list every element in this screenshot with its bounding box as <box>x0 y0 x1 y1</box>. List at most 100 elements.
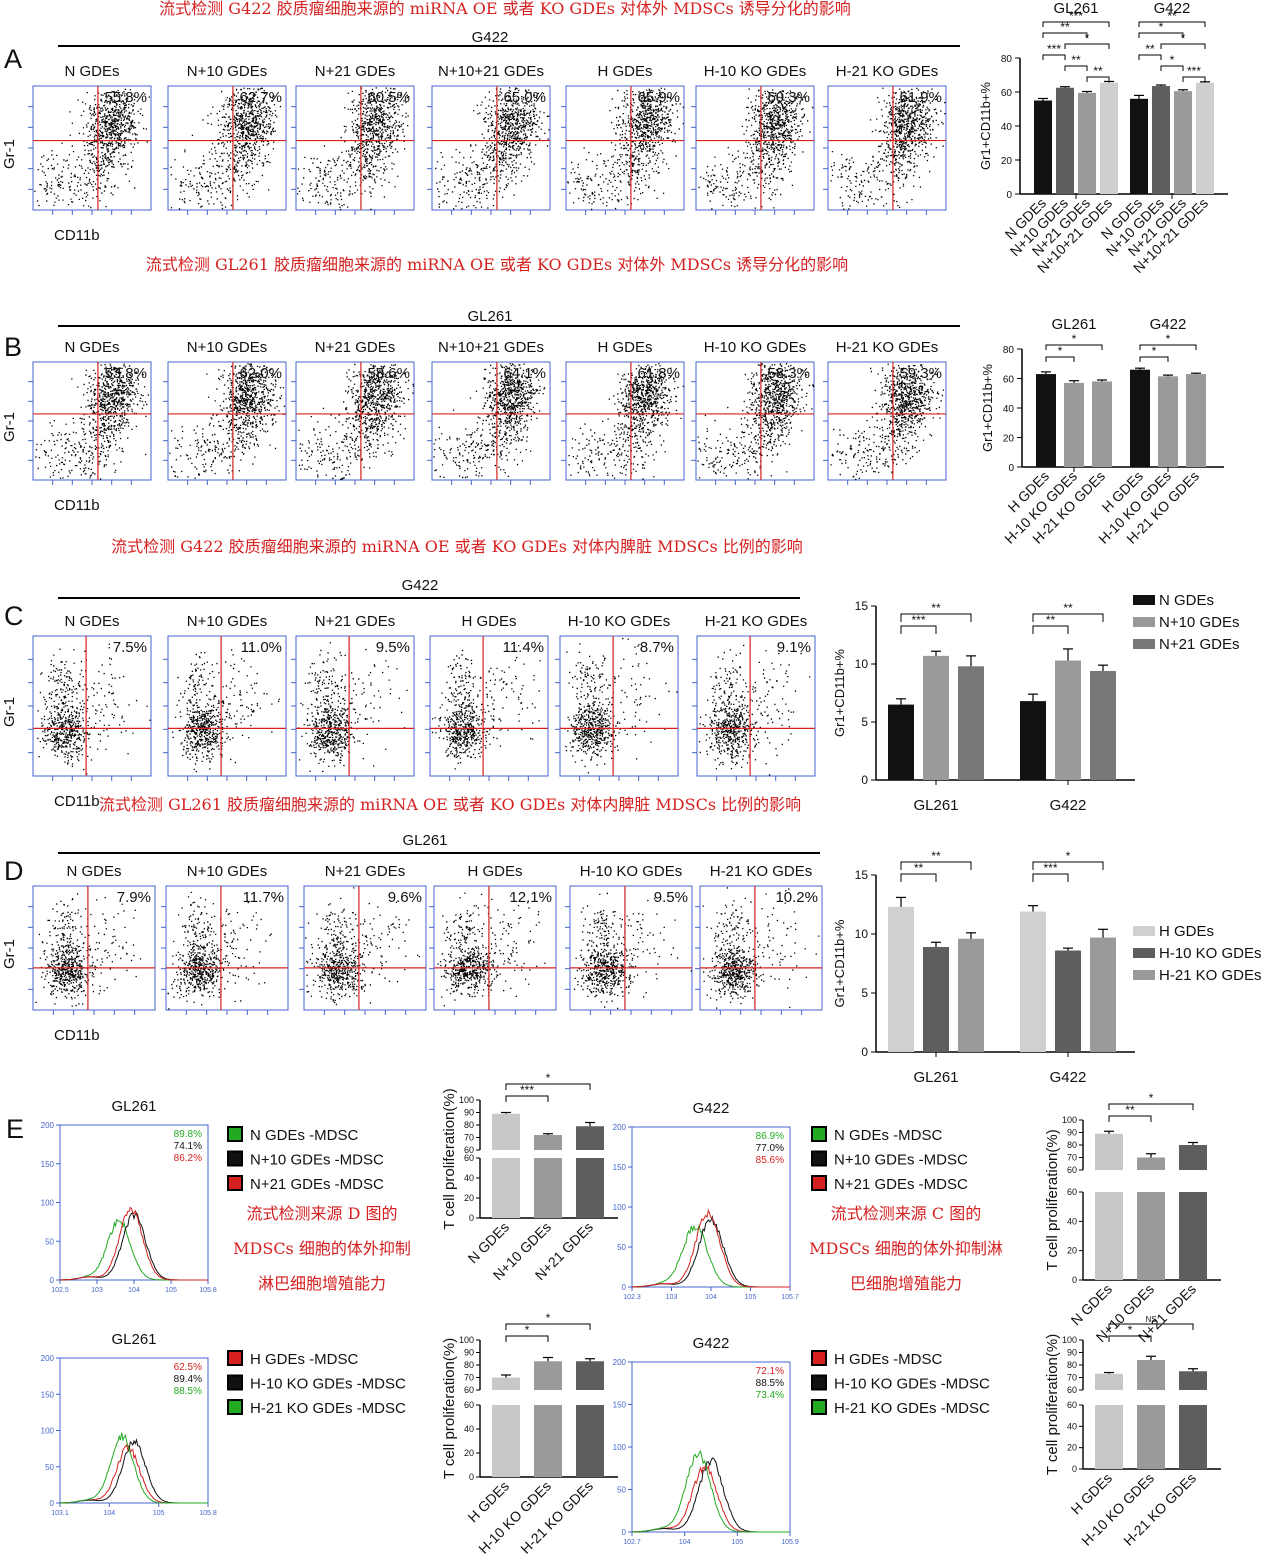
histogram-curve <box>632 1208 790 1288</box>
bar <box>1092 381 1112 467</box>
legend-swatch <box>811 1175 827 1191</box>
x-tick-label: 102.3 <box>623 1294 641 1301</box>
bar <box>1158 376 1178 467</box>
x-tick-label: 105 <box>165 1287 177 1294</box>
y-tick-label: 150 <box>613 1401 627 1410</box>
bar <box>1100 82 1118 194</box>
y-tick-label: 90 <box>1067 1128 1077 1138</box>
dot-scatter <box>298 363 415 480</box>
bar <box>1020 701 1046 780</box>
proliferation-bar-chart-3: 60 70 80 90 100 0 20 40 60 T cell proliferation(%… <box>1044 1315 1221 1549</box>
bracket-line <box>1032 625 1069 634</box>
e-legend-3: H GDEs -MDSC H-10 KO GDEs -MDSC H-21 KO GD… <box>811 1350 990 1417</box>
dot-scatter <box>568 363 684 480</box>
histogram-percent: 88.5% <box>756 1378 784 1389</box>
significance-bracket: ** <box>1138 9 1206 27</box>
dot-scatter <box>830 363 944 481</box>
legend-swatch <box>227 1374 243 1391</box>
y-tick-label: 60 <box>1067 1165 1077 1175</box>
bracket-label: * <box>1149 1091 1154 1105</box>
y-tick-label: 100 <box>459 1335 474 1345</box>
dot-plot-B-6: H-21 KO GDEs 59.3% <box>823 339 947 485</box>
x-tick-label: 105 <box>745 1294 757 1301</box>
y-tick-label: 200 <box>41 1121 55 1130</box>
bracket-line <box>1108 1115 1152 1122</box>
significance-bracket: ** <box>1042 20 1088 38</box>
y-tick-label: 100 <box>41 1199 55 1208</box>
y-axis-label: Gr1+CD11b+% <box>832 919 847 1007</box>
significance-bracket: * <box>505 1311 591 1330</box>
histogram-percent: 74.1% <box>174 1141 202 1152</box>
e-legend-1: N GDEs -MDSC N+10 GDEs -MDSC N+21 GDEs -MD… <box>811 1126 968 1193</box>
dot-scatter <box>433 363 546 479</box>
y-tick-label: 90 <box>1067 1348 1077 1358</box>
y-tick-label: 40 <box>1067 1421 1077 1431</box>
bar-top <box>1095 1373 1123 1390</box>
quadrant-percent: 58.6% <box>367 365 410 382</box>
histogram-percent: 73.4% <box>756 1390 784 1401</box>
significance-bracket: * <box>1045 344 1075 362</box>
y-tick-label: 20 <box>1003 434 1015 445</box>
dot-plot-C-2: N+21 GDEs 9.5% <box>291 613 415 781</box>
category-label: H-21 KO GDEs <box>1120 1470 1199 1549</box>
panel-letter: D <box>4 856 24 886</box>
y-tick-label: 60 <box>464 1153 474 1163</box>
quadrant-percent: 10.2% <box>775 889 818 906</box>
quadrant-percent: 64.1% <box>503 365 546 382</box>
bar-top <box>534 1135 562 1150</box>
significance-bracket: * <box>1160 31 1206 49</box>
y-tick-label: 50 <box>617 1486 626 1495</box>
bracket-line <box>1138 54 1162 60</box>
quadrant-percent: 7.9% <box>117 889 151 906</box>
quadrant-percent: 11.0% <box>241 639 282 656</box>
histogram-percent: 62.5% <box>174 1362 202 1373</box>
bar <box>1036 374 1056 467</box>
y-tick-label: 150 <box>41 1390 55 1399</box>
bar <box>923 655 949 780</box>
y-tick-label: 10 <box>855 927 869 941</box>
bar-bottom <box>1095 1192 1123 1280</box>
bracket-line <box>900 625 937 634</box>
dot-plot-D-3: H GDEs 12.1% <box>429 863 557 1015</box>
y-tick-label: 200 <box>41 1354 55 1363</box>
bar <box>888 906 914 1052</box>
dot-plot-title: N+10 GDEs <box>187 863 267 880</box>
quadrant-percent: 12.1% <box>509 889 552 906</box>
panel-note: 流式检测 G422 胶质瘤细胞来源的 miRNA OE 或者 KO GDEs 对… <box>159 0 851 18</box>
panel-D: 流式检测 GL261 胶质瘤细胞来源的 miRNA OE 或者 KO GDEs … <box>1 795 820 1044</box>
panel-C: 流式检测 G422 胶质瘤细胞来源的 miRNA OE 或者 KO GDEs 对… <box>1 537 803 810</box>
y-tick-label: 0 <box>1008 463 1014 474</box>
y-axis-label: T cell proliferation(%) <box>1044 1334 1061 1475</box>
bracket-label: ** <box>1145 42 1155 56</box>
dot-scatter <box>35 893 142 1007</box>
bracket-line <box>1032 613 1104 622</box>
dot-plot-title: H-21 KO GDEs <box>710 863 813 880</box>
dot-plot-C-0: N GDEs 7.5% <box>28 613 152 781</box>
y-tick-label: 60 <box>464 1385 474 1395</box>
dot-plot-title: N GDEs <box>64 339 119 356</box>
dot-plot-frame <box>167 361 287 481</box>
dot-plot-title: H-21 KO GDEs <box>836 339 939 356</box>
dot-plot-frame <box>559 635 679 777</box>
legend-swatch <box>227 1150 243 1167</box>
legend-swatch <box>1133 948 1155 958</box>
histogram-1: G422 0 50 100 150 200 102.3 103 104 105 105.7 86.9%… <box>613 1100 799 1301</box>
y-tick-label: 0 <box>1072 1464 1077 1474</box>
bracket-label: *** <box>1069 9 1083 23</box>
y-tick-label: 5 <box>861 986 868 1000</box>
panel-note: 流式检测 G422 胶质瘤细胞来源的 miRNA OE 或者 KO GDEs 对… <box>111 537 803 556</box>
bracket-line <box>1108 1335 1152 1342</box>
legend-swatch <box>227 1126 243 1142</box>
quadrant-percent: 11.7% <box>243 889 284 906</box>
y-tick-label: 60 <box>1067 1385 1077 1395</box>
dot-scatter <box>697 363 815 480</box>
y-tick-label: 90 <box>464 1108 474 1118</box>
dot-scatter <box>437 892 546 1007</box>
significance-bracket: *** <box>900 613 937 634</box>
cell-line-header: G422 <box>402 577 439 594</box>
y-tick-label: 15 <box>855 868 869 882</box>
cell-line-header: GL261 <box>402 832 447 849</box>
dot-plot-title: H-10 KO GDEs <box>704 339 807 356</box>
